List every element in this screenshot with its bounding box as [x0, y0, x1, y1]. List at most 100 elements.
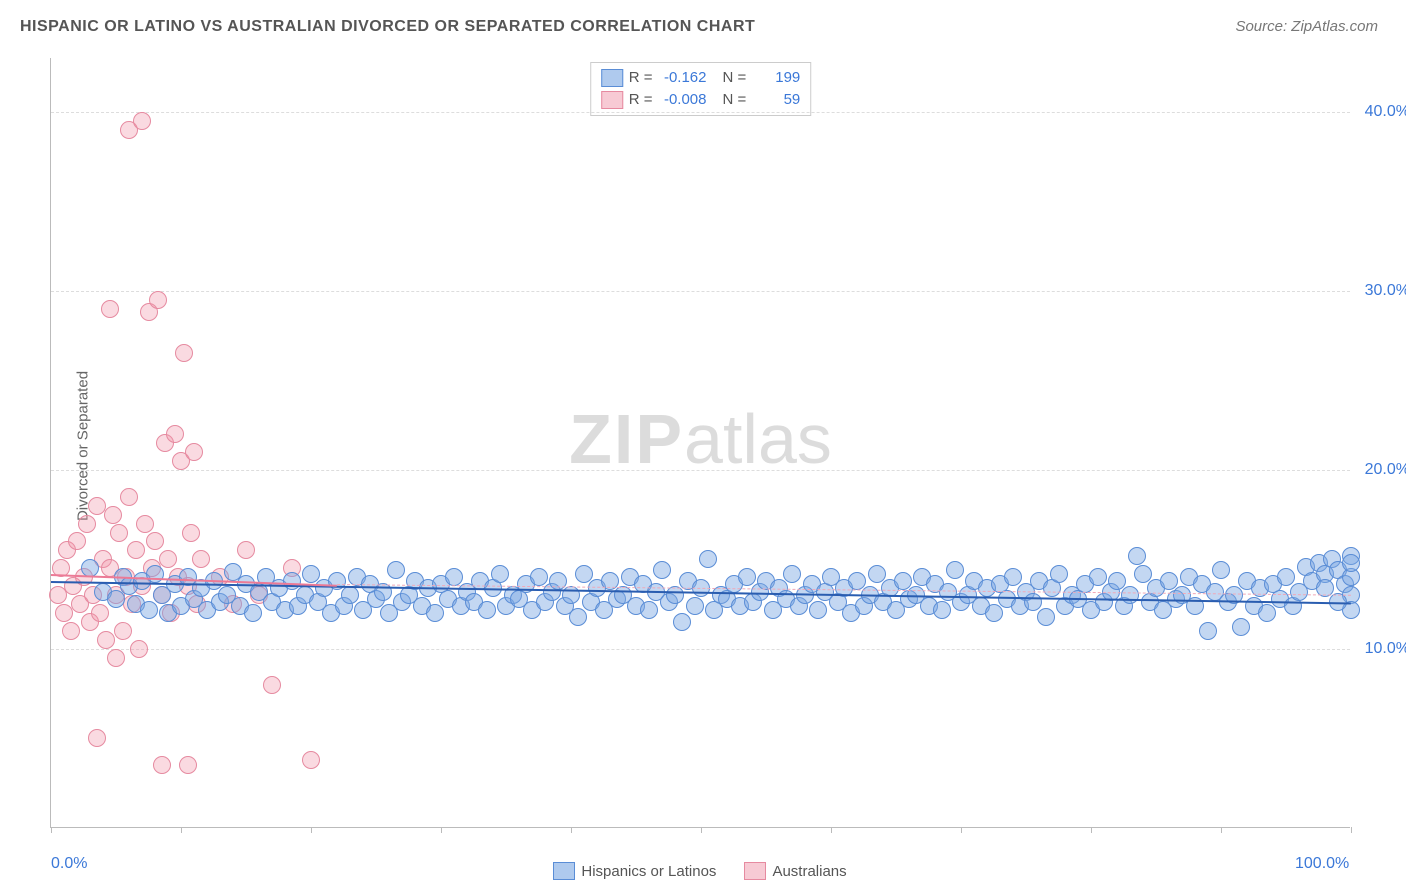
data-point: [146, 532, 164, 550]
data-point: [946, 561, 964, 579]
data-point: [1050, 565, 1068, 583]
gridline: [51, 649, 1350, 650]
data-point: [97, 631, 115, 649]
data-point: [426, 604, 444, 622]
legend-N-value: 59: [752, 89, 800, 111]
data-point: [237, 541, 255, 559]
data-point: [809, 601, 827, 619]
legend-swatch: [601, 91, 623, 109]
y-tick-label: 30.0%: [1365, 282, 1406, 300]
data-point: [68, 532, 86, 550]
data-point: [192, 550, 210, 568]
data-point: [1134, 565, 1152, 583]
data-point: [120, 488, 138, 506]
data-point: [140, 601, 158, 619]
x-tick: [961, 827, 962, 833]
plot-area: ZIPatlas R = -0.162 N =199R = -0.008 N =59 1…: [50, 58, 1350, 828]
x-tick: [51, 827, 52, 833]
data-point: [302, 565, 320, 583]
legend-R-value: -0.162: [659, 67, 707, 89]
legend-R-label: R =: [629, 67, 653, 89]
legend-stats-box: R = -0.162 N =199R = -0.008 N =59: [590, 62, 812, 116]
data-point: [88, 497, 106, 515]
data-point: [91, 604, 109, 622]
data-point: [738, 568, 756, 586]
x-tick: [1091, 827, 1092, 833]
data-point: [848, 572, 866, 590]
data-point: [153, 756, 171, 774]
data-point: [136, 515, 154, 533]
y-tick-label: 10.0%: [1365, 640, 1406, 658]
chart-title: HISPANIC OR LATINO VS AUSTRALIAN DIVORCE…: [20, 18, 755, 36]
data-point: [130, 640, 148, 658]
y-tick-label: 40.0%: [1365, 103, 1406, 121]
data-point: [185, 443, 203, 461]
data-point: [491, 565, 509, 583]
data-point: [1024, 593, 1042, 611]
data-point: [149, 291, 167, 309]
data-point: [62, 622, 80, 640]
data-point: [88, 729, 106, 747]
data-point: [107, 649, 125, 667]
data-point: [575, 565, 593, 583]
data-point: [146, 565, 164, 583]
data-point: [933, 601, 951, 619]
data-point: [263, 676, 281, 694]
data-point: [699, 550, 717, 568]
x-tick: [701, 827, 702, 833]
data-point: [1277, 568, 1295, 586]
data-point: [159, 550, 177, 568]
data-point: [569, 608, 587, 626]
data-point: [127, 541, 145, 559]
data-point: [640, 601, 658, 619]
x-tick: [831, 827, 832, 833]
x-tick: [181, 827, 182, 833]
gridline: [51, 112, 1350, 113]
data-point: [478, 601, 496, 619]
watermark-zip: ZIP: [569, 400, 684, 478]
bottom-legend-item: Hispanics or Latinos: [553, 862, 716, 880]
x-tick: [311, 827, 312, 833]
data-point: [166, 425, 184, 443]
legend-stats-row: R =-0.008N =59: [601, 89, 801, 111]
bottom-legend-label: Hispanics or Latinos: [581, 863, 716, 880]
data-point: [110, 524, 128, 542]
data-point: [133, 112, 151, 130]
x-tick: [1351, 827, 1352, 833]
data-point: [175, 344, 193, 362]
legend-swatch: [553, 862, 575, 880]
data-point: [1108, 572, 1126, 590]
watermark-atlas: atlas: [684, 400, 832, 478]
x-tick: [441, 827, 442, 833]
legend-N-label: N =: [723, 89, 747, 111]
y-tick-label: 20.0%: [1365, 461, 1406, 479]
data-point: [387, 561, 405, 579]
legend-R-value: -0.008: [659, 89, 707, 111]
legend-swatch: [744, 862, 766, 880]
data-point: [182, 524, 200, 542]
data-point: [673, 613, 691, 631]
data-point: [1128, 547, 1146, 565]
bottom-legend: Hispanics or LatinosAustralians: [50, 862, 1350, 884]
data-point: [530, 568, 548, 586]
data-point: [341, 586, 359, 604]
data-point: [783, 565, 801, 583]
data-point: [1342, 554, 1360, 572]
data-point: [244, 604, 262, 622]
source-label: Source: ZipAtlas.com: [1235, 18, 1378, 35]
legend-N-label: N =: [723, 67, 747, 89]
data-point: [1089, 568, 1107, 586]
x-tick: [571, 827, 572, 833]
legend-N-value: 199: [752, 67, 800, 89]
data-point: [78, 515, 96, 533]
gridline: [51, 470, 1350, 471]
data-point: [1160, 572, 1178, 590]
legend-stats-row: R = -0.162 N =199: [601, 67, 801, 89]
data-point: [101, 300, 119, 318]
data-point: [686, 597, 704, 615]
data-point: [1258, 604, 1276, 622]
data-point: [1004, 568, 1022, 586]
data-point: [114, 622, 132, 640]
data-point: [868, 565, 886, 583]
watermark: ZIPatlas: [569, 399, 832, 479]
